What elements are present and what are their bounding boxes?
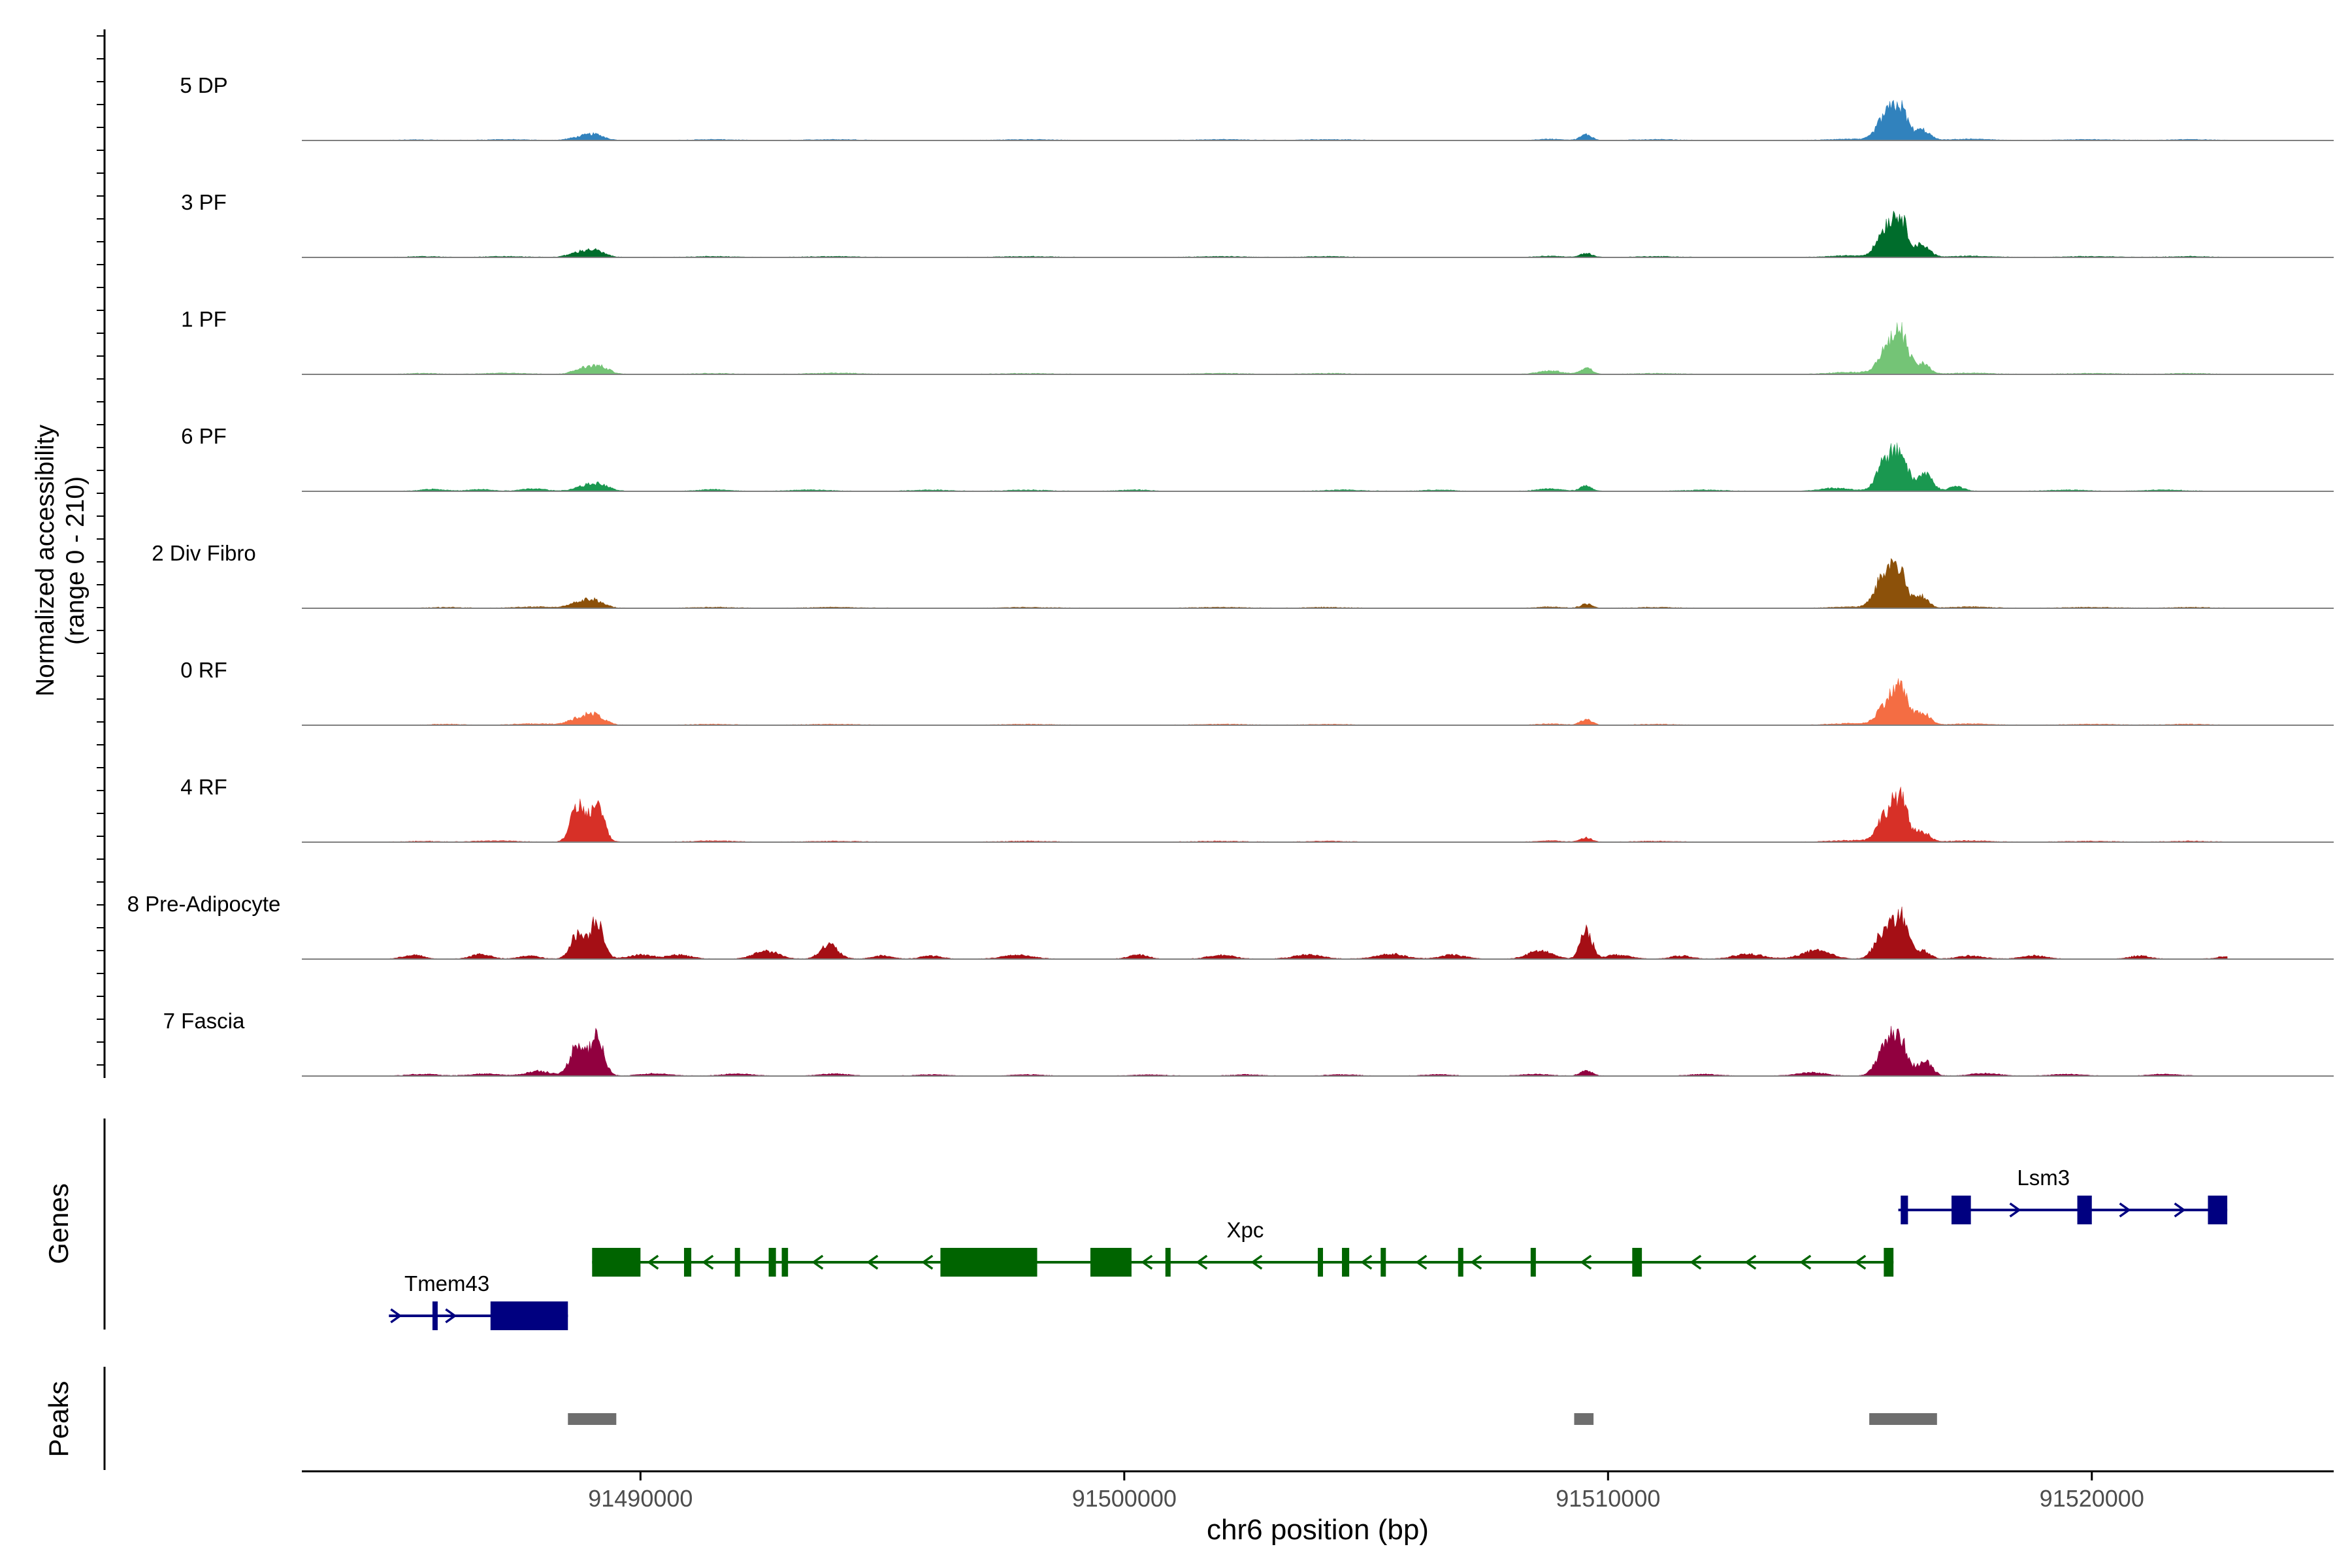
strand-arrow <box>390 1308 402 1324</box>
strand-arrow <box>647 1254 659 1270</box>
coverage-area <box>389 99 2228 141</box>
gene-exon <box>1342 1248 1350 1277</box>
strand-arrow <box>1196 1254 1208 1270</box>
track-label: 4 RF <box>180 775 227 799</box>
strand-arrow <box>1854 1254 1867 1270</box>
track-label: 3 PF <box>181 190 227 214</box>
gene-exon <box>490 1301 568 1330</box>
peaks-track-label: Peaks <box>43 1381 74 1458</box>
track-label: 5 DP <box>180 73 227 97</box>
gene-exon <box>2208 1196 2228 1224</box>
x-tick-label: 91520000 <box>2040 1485 2144 1512</box>
gene-xpc: Xpc <box>592 1218 1894 1277</box>
x-tick-label: 91490000 <box>588 1485 693 1512</box>
coverage-area <box>389 557 2228 609</box>
gene-exon <box>432 1301 438 1330</box>
gene-label: Xpc <box>1226 1218 1264 1242</box>
strand-arrow <box>702 1254 714 1270</box>
gene-exon <box>781 1248 789 1277</box>
gene-label: Tmem43 <box>404 1271 489 1296</box>
track-label: 6 PF <box>181 424 227 448</box>
gene-exon <box>1090 1248 1132 1277</box>
coverage-area <box>389 906 2228 960</box>
gene-label: Lsm3 <box>2017 1166 2070 1190</box>
strand-arrow <box>1415 1254 1428 1270</box>
strand-arrow <box>1744 1254 1757 1270</box>
strand-arrow <box>1360 1254 1373 1270</box>
strand-arrow <box>1799 1254 1812 1270</box>
gene-exon <box>1632 1248 1642 1277</box>
track-8-pre-adipocyte: 8 Pre-Adipocyte <box>127 892 2334 960</box>
strand-arrow <box>2009 1202 2021 1218</box>
y-axis-label: Normalized accessibility <box>31 424 59 696</box>
track-label: 1 PF <box>181 307 227 331</box>
x-axis-label: chr6 position (bp) <box>1207 1514 1429 1546</box>
gene-exon <box>683 1248 692 1277</box>
gene-exon <box>1380 1248 1386 1277</box>
x-axis-ticks: 91490000 91500000 91510000 91520000 <box>588 1471 2144 1512</box>
gene-lsm3: Lsm3 <box>1898 1166 2228 1224</box>
peak-region <box>1869 1413 1937 1425</box>
track-4-rf: 4 RF <box>180 775 2334 843</box>
strand-arrow <box>445 1308 457 1324</box>
gene-exon <box>1884 1248 1894 1277</box>
strand-arrow <box>1250 1254 1263 1270</box>
gene-exon <box>1901 1196 1908 1224</box>
strand-arrow <box>811 1254 824 1270</box>
strand-arrow <box>866 1254 879 1270</box>
track-7-fascia: 7 Fascia <box>163 1009 2334 1077</box>
track-label: 7 Fascia <box>163 1009 245 1033</box>
genes-track-label: Genes <box>43 1183 74 1264</box>
strand-arrow <box>1580 1254 1592 1270</box>
gene-exon <box>1318 1248 1323 1277</box>
strand-arrow <box>2119 1202 2131 1218</box>
track-5-dp: 5 DP <box>180 73 2334 141</box>
gene-exon <box>1458 1248 1463 1277</box>
peak-region <box>1574 1413 1594 1425</box>
strand-arrow <box>1141 1254 1153 1270</box>
track-label: 2 Div Fibro <box>152 541 256 565</box>
gene-exon <box>1165 1248 1171 1277</box>
track-1-pf: 1 PF <box>181 307 2334 375</box>
gene-exon <box>768 1248 776 1277</box>
x-tick-label: 91510000 <box>1556 1485 1660 1512</box>
track-label: 8 Pre-Adipocyte <box>127 892 281 916</box>
coverage-area <box>389 678 2228 726</box>
strand-arrow <box>1690 1254 1702 1270</box>
strand-arrow <box>2174 1202 2186 1218</box>
strand-arrow <box>921 1254 934 1270</box>
y-axis-label-range: (range 0 - 210) <box>61 476 90 645</box>
track-6-pf: 6 PF <box>181 424 2334 492</box>
coverage-area <box>389 787 2228 843</box>
gene-exon <box>734 1248 740 1277</box>
peak-region <box>568 1413 617 1425</box>
gene-exon <box>592 1248 641 1277</box>
coverage-tracks: 5 DP 3 PF 1 PF 6 PF 2 Div Fibro 0 RF 4 RF 8 Pre… <box>127 73 2334 1077</box>
track-0-rf: 0 RF <box>180 658 2334 726</box>
gene-exon <box>2077 1196 2092 1224</box>
gene-exon <box>1530 1248 1536 1277</box>
coverage-y-axis-ticks <box>97 35 105 1066</box>
strand-arrow <box>1470 1254 1482 1270</box>
gene-exon <box>1952 1196 1971 1224</box>
gene-annotations: Tmem43 Xpc Lsm3 <box>389 1166 2228 1330</box>
gene-tmem43: Tmem43 <box>389 1271 568 1330</box>
x-tick-label: 91500000 <box>1072 1485 1177 1512</box>
track-2-div-fibro: 2 Div Fibro <box>152 541 2334 609</box>
peak-regions <box>568 1413 1937 1425</box>
gene-exon <box>940 1248 1037 1277</box>
track-3-pf: 3 PF <box>181 190 2334 258</box>
track-label: 0 RF <box>180 658 227 682</box>
